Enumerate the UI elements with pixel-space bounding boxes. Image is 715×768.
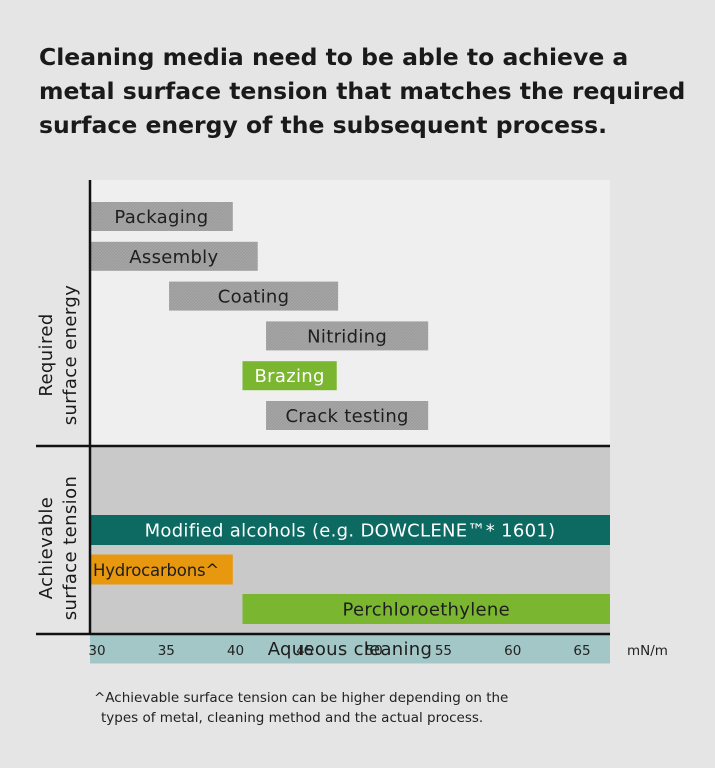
bar-hydrocarbons [90, 554, 233, 585]
bar-perchloroethylene [242, 594, 610, 624]
bar-label-nitriding: Nitriding [307, 326, 387, 347]
bar-label-perchloroethylene: Perchloroethylene [343, 600, 510, 621]
x-tick-label-45: 45 [296, 643, 313, 659]
x-tick-label-40: 40 [227, 643, 244, 659]
panel-label-required-surface-energy-line-1: Required [36, 313, 57, 396]
bar-coating [169, 281, 339, 311]
footnote-line-1: ^Achievable surface tension can be highe… [94, 690, 509, 706]
x-tick-label-50: 50 [366, 643, 383, 659]
bar-assembly [90, 241, 258, 271]
bar-label-coating: Coating [218, 287, 290, 308]
bar-label-hydrocarbons: Hydrocarbons^ [93, 561, 219, 580]
bar-modified-alcohols-e-g-dowclene-1601 [90, 515, 610, 545]
bar-label-packaging: Packaging [114, 207, 208, 228]
title-line-3: surface energy of the subsequent process… [39, 111, 608, 139]
bar-aqueous-cleaning [90, 633, 610, 664]
x-tick-label-55: 55 [435, 643, 452, 659]
x-tick-label-35: 35 [158, 643, 175, 659]
footnote-line-2: types of metal, cleaning method and the … [101, 710, 484, 726]
x-tick-label-60: 60 [504, 643, 521, 659]
bar-label-modified-alcohols-e-g-dowclene-1601: Modified alcohols (e.g. DOWCLENE™* 1601) [145, 521, 556, 542]
bar-nitriding [266, 321, 429, 351]
x-tick-label-30: 30 [88, 643, 105, 659]
x-axis-unit-label: mN/m [627, 643, 668, 659]
footnote: ^Achievable surface tension can be highe… [94, 688, 508, 728]
bar-brazing [242, 361, 337, 391]
title-line-1: Cleaning media need to be able to achiev… [39, 43, 629, 71]
bar-packaging [90, 202, 233, 231]
bar-label-assembly: Assembly [129, 247, 218, 268]
panel-label-achievable-surface-tension-line-2: surface tension [60, 476, 81, 621]
bar-label-aqueous-cleaning: Aqueous cleaning [268, 639, 432, 660]
title-line-2: metal surface tension that matches the r… [39, 77, 686, 105]
chart-title: Cleaning media need to be able to achiev… [39, 40, 699, 142]
bar-label-brazing: Brazing [255, 366, 325, 387]
panel-label-required-surface-energy-line-2: surface energy [60, 285, 81, 426]
bar-crack-testing [266, 401, 429, 430]
panel-label-achievable-surface-tension-line-1: Achievable [36, 497, 57, 600]
x-tick-label-65: 65 [573, 643, 590, 659]
bar-label-crack-testing: Crack testing [285, 406, 408, 427]
